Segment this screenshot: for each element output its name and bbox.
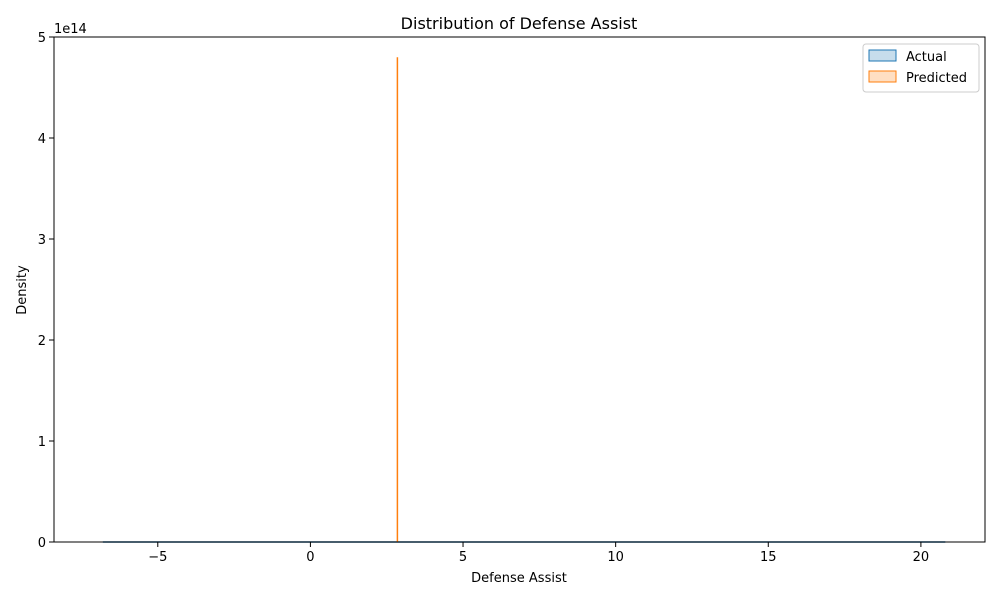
legend-swatch-predicted [868, 70, 897, 83]
legend: Actual Predicted [862, 43, 980, 93]
x-tick-label: −5 [148, 550, 167, 565]
plot-area: −5 0 5 10 15 20 0 1 2 3 4 5 [38, 31, 986, 565]
x-tick-label: 15 [760, 550, 777, 565]
legend-box [862, 43, 980, 93]
x-tick-label: 5 [459, 550, 467, 565]
y-tick-label: 4 [38, 132, 46, 147]
y-tick-label: 3 [38, 233, 46, 248]
y-tick-label: 5 [38, 31, 46, 46]
legend-swatch-actual [868, 49, 897, 62]
chart-title: Distribution of Defense Assist [401, 14, 638, 33]
legend-label-predicted: Predicted [906, 71, 967, 86]
x-tick-label: 10 [607, 550, 624, 565]
legend-label-actual: Actual [906, 50, 947, 65]
x-axis-label: Defense Assist [471, 571, 567, 586]
y-tick-label: 0 [38, 536, 46, 551]
axes-frame [53, 36, 986, 543]
y-axis-label: Density [15, 265, 30, 315]
y-tick-label: 1 [38, 435, 46, 450]
x-tick-label: 0 [306, 550, 314, 565]
y-tick-label: 2 [38, 334, 46, 349]
x-tick-label: 20 [913, 550, 930, 565]
y-offset-label: 1e14 [54, 22, 87, 37]
